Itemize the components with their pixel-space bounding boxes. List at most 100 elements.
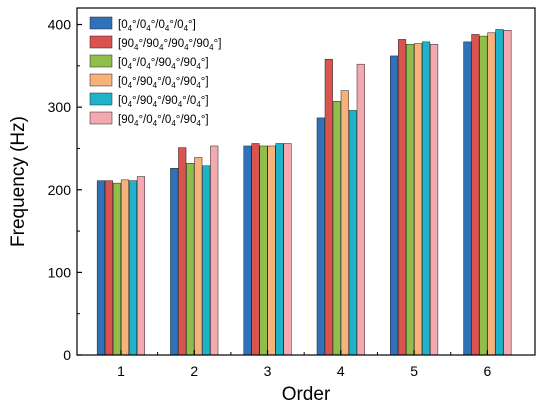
legend-label-part: 4 xyxy=(196,100,201,109)
bar-order5-series5 xyxy=(422,41,431,356)
x-tick-label: 2 xyxy=(190,363,198,379)
bar-order1-series2 xyxy=(104,180,114,356)
bar-order4-series3 xyxy=(332,101,341,356)
legend-label-part: 4 xyxy=(171,81,176,90)
bar-order1-series3 xyxy=(112,182,122,356)
legend-label-part: [90 xyxy=(118,38,134,50)
bar-order5-series4 xyxy=(414,43,423,356)
legend-label-part: 4 xyxy=(209,43,214,52)
legend-label-part: 4 xyxy=(196,119,201,128)
bar-order6-series3 xyxy=(479,35,488,356)
bar-order3-series2 xyxy=(251,143,260,356)
bar-order4-series5 xyxy=(348,110,357,356)
bar-order3-series1 xyxy=(243,145,252,356)
legend-label-part: 4 xyxy=(178,100,183,109)
legend: [04°/04°/04°/04°][904°/904°/904°/904°][0… xyxy=(89,16,222,128)
legend-label-part: °/90 xyxy=(151,57,172,69)
y-tick-label: 400 xyxy=(48,17,72,33)
bar-order3-series6 xyxy=(283,143,292,356)
bar-order6-series6 xyxy=(503,30,512,356)
legend-label-part: °/0 xyxy=(132,57,146,69)
legend-label-part: 4 xyxy=(165,24,170,33)
x-tick-label: 6 xyxy=(483,363,491,379)
legend-label-part: °/0 xyxy=(182,95,196,107)
legend-label-part: °/90 xyxy=(132,95,153,107)
legend-label-part: °/0 xyxy=(138,114,152,126)
legend-label-part: 4 xyxy=(184,24,189,33)
bar-order2-series5 xyxy=(202,165,211,356)
legend-label-part: 4 xyxy=(153,81,158,90)
legend-label-1: [04°/04°/04°/04°] xyxy=(118,19,196,33)
legend-label-part: °] xyxy=(201,76,209,88)
y-tick-label: 0 xyxy=(63,347,71,363)
legend-label-part: 4 xyxy=(128,62,133,71)
bar-order1-series6 xyxy=(136,176,146,356)
x-axis-title: Order xyxy=(282,384,331,405)
legend-label-part: 4 xyxy=(196,81,201,90)
bar-order3-series4 xyxy=(267,145,276,356)
legend-label-part: °/90 xyxy=(189,38,210,50)
legend-label-6: [904°/04°/04°/904°] xyxy=(118,114,209,128)
legend-label-part: °/90 xyxy=(132,76,153,88)
legend-label-part: °] xyxy=(201,114,209,126)
bar-order1-series5 xyxy=(128,180,138,356)
legend-label-part: 4 xyxy=(171,62,176,71)
legend-label-part: 4 xyxy=(159,43,164,52)
bar-order5-series1 xyxy=(390,55,399,356)
legend-label-part: °/90 xyxy=(157,95,178,107)
legend-swatch-3 xyxy=(89,54,113,68)
legend-swatch-4 xyxy=(89,73,113,87)
bar-order3-series3 xyxy=(259,145,268,356)
bar-order1-series1 xyxy=(96,180,106,356)
legend-label-part: 4 xyxy=(128,100,133,109)
legend-label-part: [0 xyxy=(118,19,128,31)
plot-frame xyxy=(76,7,536,356)
bar-order4-series4 xyxy=(340,90,349,356)
y-tick-label: 100 xyxy=(48,264,72,280)
legend-label-part: °/0 xyxy=(169,19,183,31)
legend-label-part: 4 xyxy=(171,119,176,128)
y-tick-label: 200 xyxy=(48,182,72,198)
legend-label-part: 4 xyxy=(153,119,158,128)
x-tick-label: 4 xyxy=(337,363,345,379)
legend-label-part: °/0 xyxy=(151,19,165,31)
bar-order1-series4 xyxy=(120,179,130,356)
legend-label-part: °/90 xyxy=(138,38,159,50)
bar-order2-series4 xyxy=(194,157,203,356)
bar-order6-series2 xyxy=(471,34,480,356)
legend-label-part: °] xyxy=(188,19,196,31)
bar-order4-series1 xyxy=(316,117,325,356)
legend-label-part: 4 xyxy=(146,62,151,71)
legend-label-part: °/0 xyxy=(132,19,146,31)
legend-label-part: 4 xyxy=(196,62,201,71)
legend-label-part: [0 xyxy=(118,95,128,107)
bar-order5-series2 xyxy=(398,39,407,356)
legend-label-part: °/90 xyxy=(176,57,197,69)
legend-swatch-5 xyxy=(89,92,113,106)
bar-order4-series2 xyxy=(324,58,333,356)
legend-label-part: 4 xyxy=(153,100,158,109)
legend-swatch-1 xyxy=(89,16,113,30)
bar-order5-series6 xyxy=(430,44,439,356)
y-tick-label: 300 xyxy=(48,99,72,115)
legend-label-part: 4 xyxy=(134,43,139,52)
legend-label-part: °/90 xyxy=(176,76,197,88)
bar-order4-series6 xyxy=(356,63,365,356)
bar-order6-series4 xyxy=(487,32,496,356)
legend-label-3: [04°/04°/904°/904°] xyxy=(118,57,209,71)
legend-label-part: °/0 xyxy=(157,114,171,126)
legend-label-part: [0 xyxy=(118,57,128,69)
legend-label-part: 4 xyxy=(134,119,139,128)
bar-order6-series5 xyxy=(495,29,504,356)
x-tick-label: 3 xyxy=(264,363,272,379)
y-axis-ticks: 0 100 200 300 400 xyxy=(48,17,82,363)
legend-label-part: [90 xyxy=(118,114,134,126)
legend-swatch-6 xyxy=(89,111,113,125)
legend-label-part: °] xyxy=(214,38,222,50)
bar-order5-series3 xyxy=(406,44,415,356)
bar-order2-series2 xyxy=(178,147,187,356)
legend-label-part: 4 xyxy=(128,81,133,90)
legend-label-part: [0 xyxy=(118,76,128,88)
legend-label-part: 4 xyxy=(184,43,189,52)
